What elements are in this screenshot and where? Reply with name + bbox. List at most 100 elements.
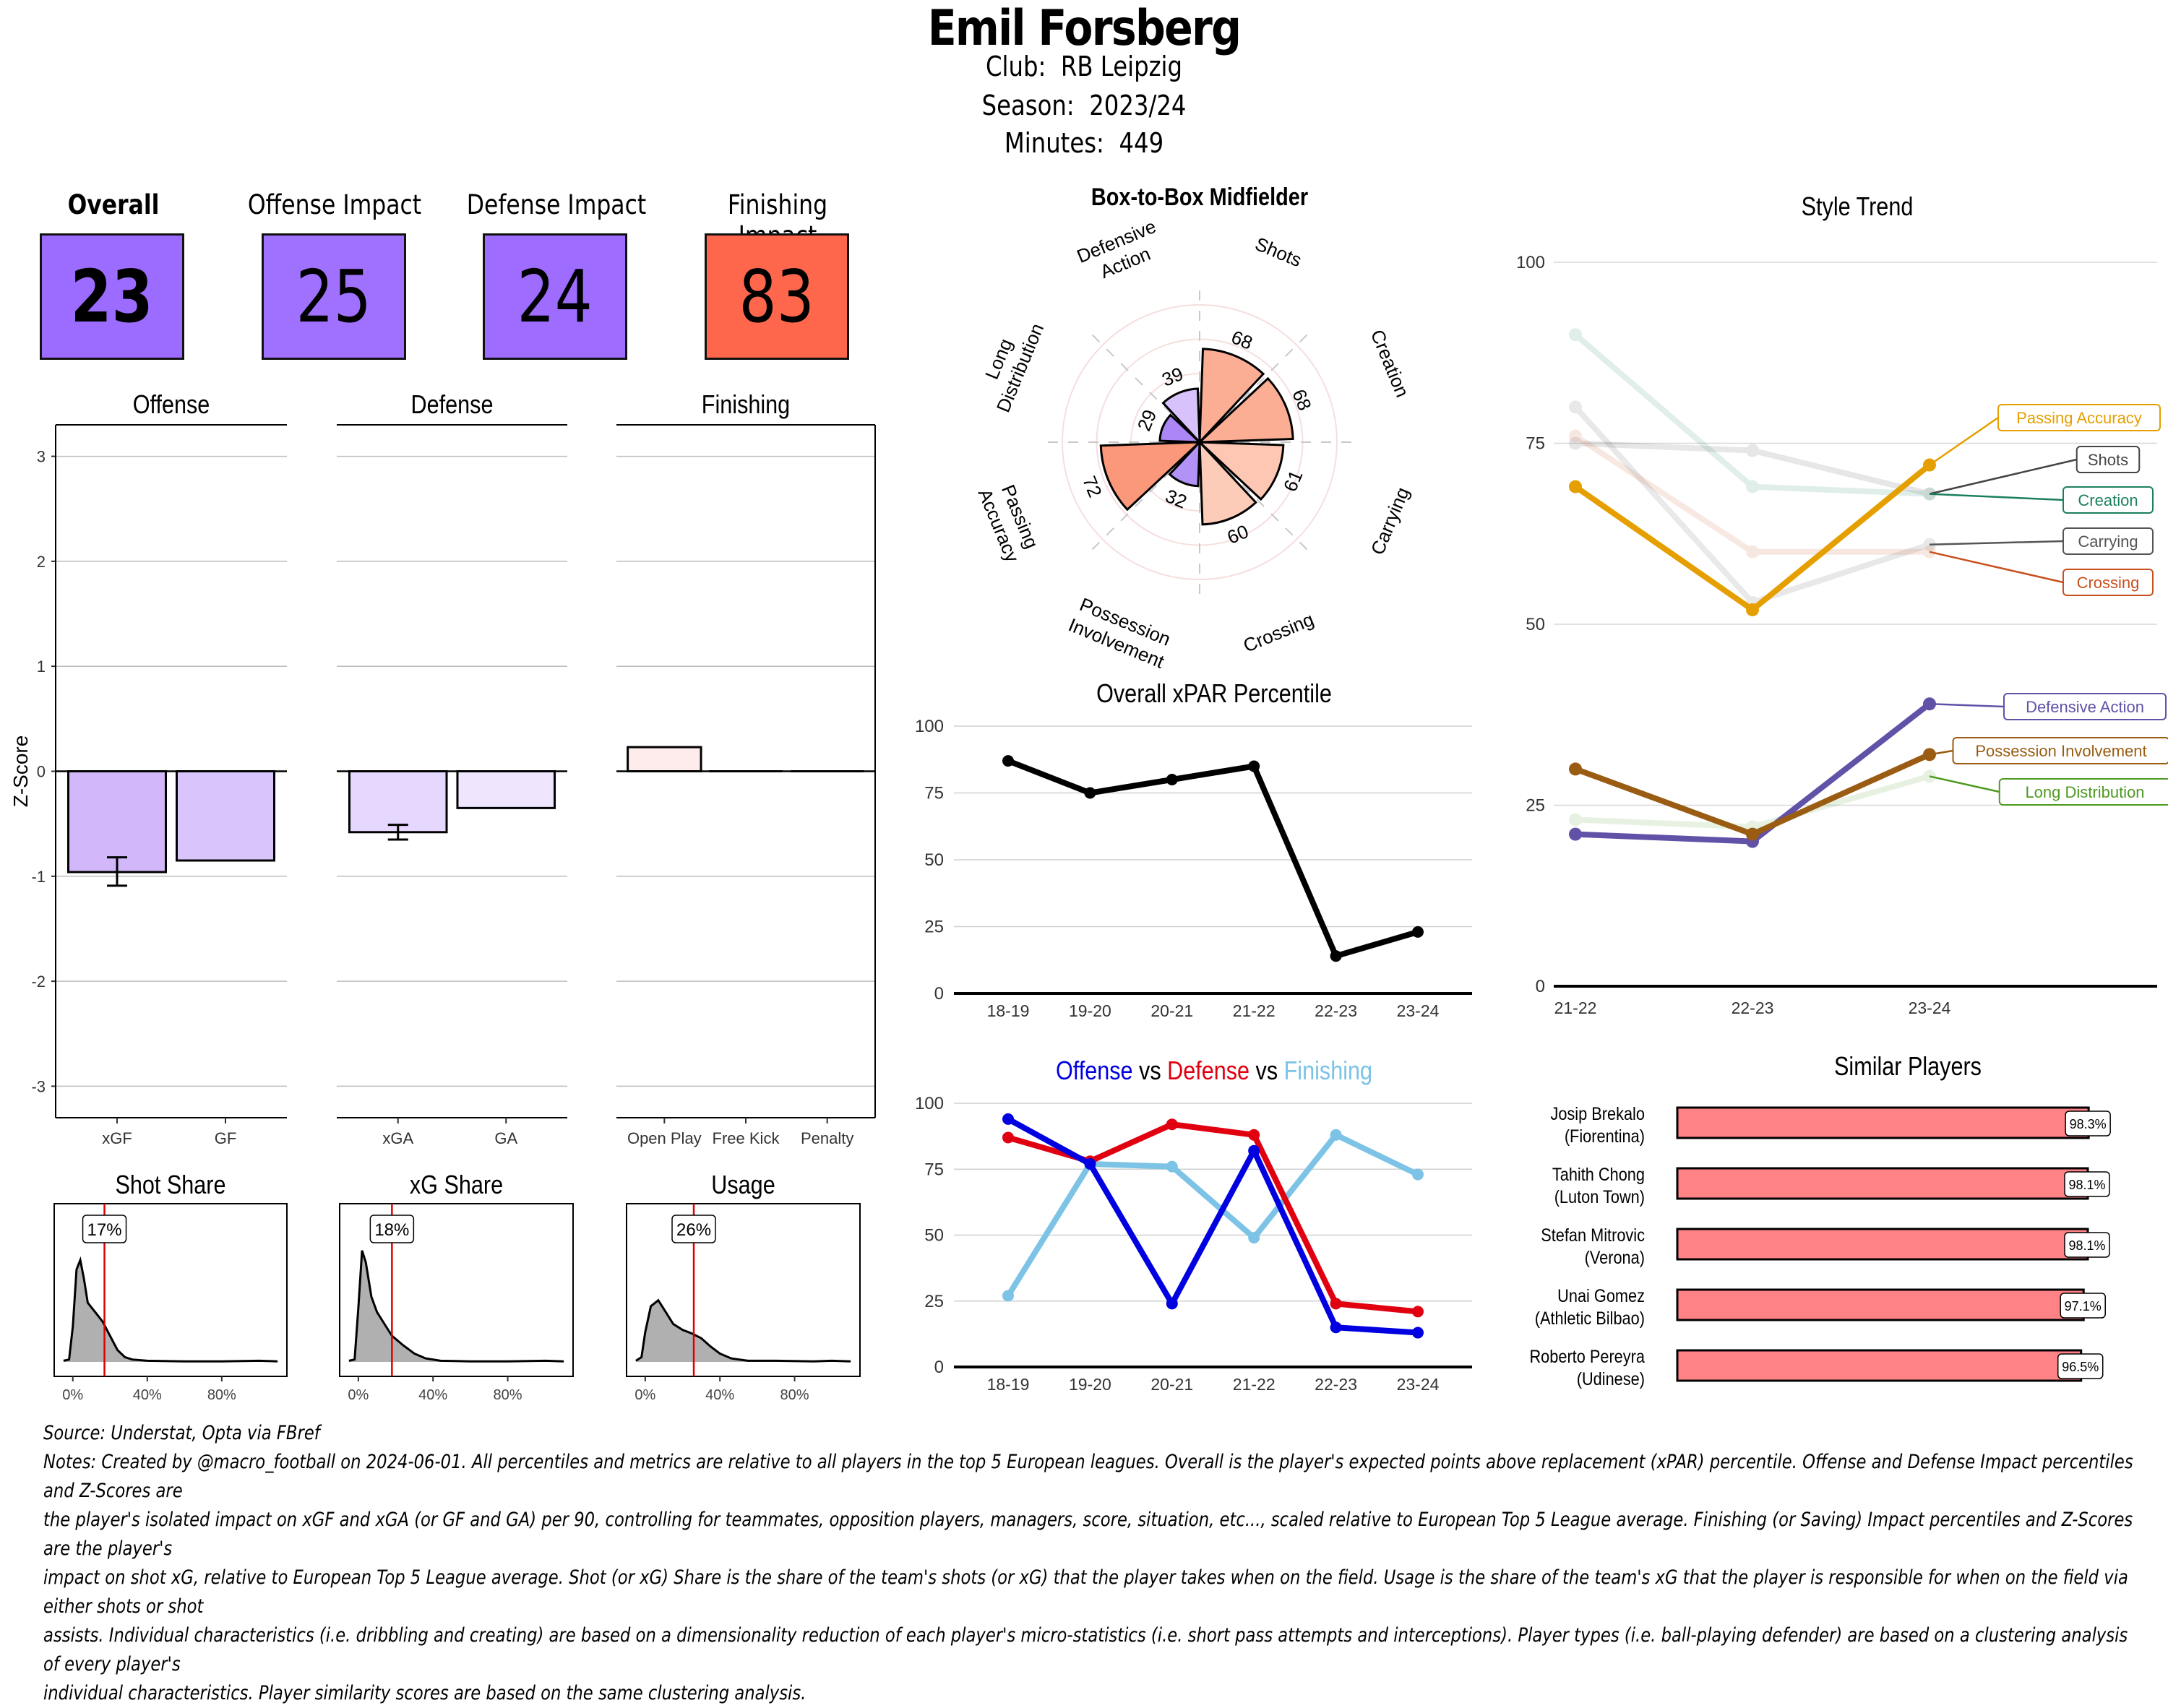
x-tick-label: xGF: [102, 1129, 132, 1147]
player-name: Stefan Mitrovic: [1541, 1225, 1645, 1246]
y-tick-label: 25: [924, 1292, 944, 1311]
y-tick-label: 75: [924, 784, 944, 803]
x-tick-label: Penalty: [801, 1129, 853, 1147]
x-tick-label: 23-24: [1909, 999, 1951, 1017]
label-connector: [1930, 704, 2004, 707]
radar-category-label: Shots: [1252, 233, 1305, 271]
x-tick-label: 18-19: [987, 1001, 1030, 1020]
y-tick-label: 0: [37, 763, 46, 781]
player-club: (Luton Town): [1554, 1187, 1645, 1207]
data-point: [1569, 828, 1582, 841]
similarity-bar: [1677, 1350, 2081, 1381]
bar-xga: [349, 772, 447, 832]
chart-title: Style Trend: [1802, 193, 1914, 222]
data-point: [1166, 1298, 1178, 1309]
y-tick-label: 100: [915, 1094, 944, 1113]
radar-category-label: Crossing: [1240, 608, 1317, 657]
x-tick-label: 80%: [494, 1387, 522, 1403]
y-tick-label: 0: [934, 984, 944, 1004]
panel-title: Shot Share: [115, 1171, 225, 1200]
y-tick-label: 100: [1516, 253, 1545, 272]
y-tick-label: 50: [924, 850, 944, 870]
label-text: Defensive Action: [2026, 698, 2144, 716]
similarity-label: 98.3%: [2070, 1117, 2107, 1131]
data-point: [1412, 1306, 1424, 1317]
y-tick-label: 25: [924, 918, 944, 937]
player-name: Josip Brekalo: [1550, 1104, 1645, 1124]
radar-value-label: 29: [1133, 407, 1161, 434]
density-area: [349, 1251, 564, 1362]
y-tick-label: -3: [31, 1077, 46, 1095]
player-club: (Udinese): [1577, 1369, 1645, 1389]
data-point: [1746, 480, 1759, 493]
y-tick-label: 50: [1526, 615, 1545, 634]
x-tick-label: 80%: [780, 1387, 809, 1403]
y-tick-label: 2: [37, 553, 46, 571]
data-point: [1569, 328, 1582, 341]
style-label-creation: Creation: [1930, 487, 2153, 513]
label-connector: [1930, 494, 2063, 500]
data-point: [1166, 1161, 1178, 1173]
offense-defense-finishing-chart: Offense vs Defense vs Finishing025507510…: [915, 1057, 1472, 1394]
notes-line-5: individual characteristics. Player simil…: [43, 1679, 2146, 1708]
panel-title: xG Share: [410, 1171, 503, 1200]
data-point: [1084, 1158, 1096, 1170]
similarity-label: 96.5%: [2062, 1360, 2099, 1374]
bar-gf: [177, 772, 275, 861]
y-tick-label: 75: [924, 1160, 944, 1179]
data-point: [1746, 545, 1759, 558]
value-label: 18%: [374, 1220, 409, 1240]
panel-title: Defense: [411, 391, 494, 420]
chart-title: Overall xPAR Percentile: [1096, 680, 1332, 709]
data-point: [1330, 1321, 1342, 1333]
value-label: 26%: [676, 1220, 711, 1240]
similarity-label: 97.1%: [2065, 1299, 2102, 1314]
data-point: [1569, 762, 1582, 775]
label-text: Long Distribution: [2025, 783, 2144, 801]
data-point: [1412, 1327, 1424, 1339]
notes-line-2: the player's isolated impact on xGF and …: [43, 1506, 2146, 1563]
data-point: [1746, 828, 1759, 841]
y-tick-label: 100: [915, 717, 944, 736]
player-club: (Verona): [1585, 1248, 1645, 1268]
bar-open-play: [628, 747, 701, 771]
similarity-bar: [1677, 1168, 2088, 1199]
x-tick-label: 22-23: [1732, 999, 1774, 1017]
footer: Source: Understat, Opta via FBref Notes:…: [43, 1419, 2146, 1708]
label-text: Creation: [2078, 491, 2138, 509]
source-text: Source: Understat, Opta via FBref: [43, 1419, 2146, 1448]
style-series-creation: [1569, 328, 1936, 500]
y-tick-label: 50: [924, 1226, 944, 1246]
player-name: Roberto Pereyra: [1529, 1347, 1645, 1367]
style-label-defensive-action: Defensive Action: [1930, 694, 2166, 720]
data-point: [1569, 480, 1582, 493]
y-tick-label: -2: [31, 972, 46, 991]
similar-player-row: Tahith Chong(Luton Town)98.1%: [1552, 1165, 2109, 1207]
x-tick-label: 22-23: [1315, 1375, 1357, 1394]
x-tick-label: 22-23: [1315, 1001, 1357, 1020]
label-connector: [1930, 460, 2077, 494]
similarity-bar: [1677, 1108, 2089, 1138]
title-part-defense: Defense: [1161, 1057, 1249, 1086]
player-name: Unai Gomez: [1557, 1286, 1645, 1306]
style-label-crossing: Crossing: [1930, 552, 2153, 595]
similarity-label: 98.1%: [2068, 1238, 2105, 1253]
x-tick-label: GF: [215, 1129, 237, 1147]
data-point: [1569, 814, 1582, 827]
data-point: [1248, 1232, 1260, 1243]
data-point: [1248, 761, 1260, 772]
radar-value-label: 68: [1229, 326, 1256, 354]
series-line: [1575, 776, 1930, 827]
data-point: [1002, 1131, 1014, 1143]
y-tick-label: 25: [1526, 796, 1545, 816]
similarity-bar: [1677, 1290, 2083, 1320]
data-point: [1412, 926, 1424, 938]
data-point: [1569, 429, 1582, 442]
